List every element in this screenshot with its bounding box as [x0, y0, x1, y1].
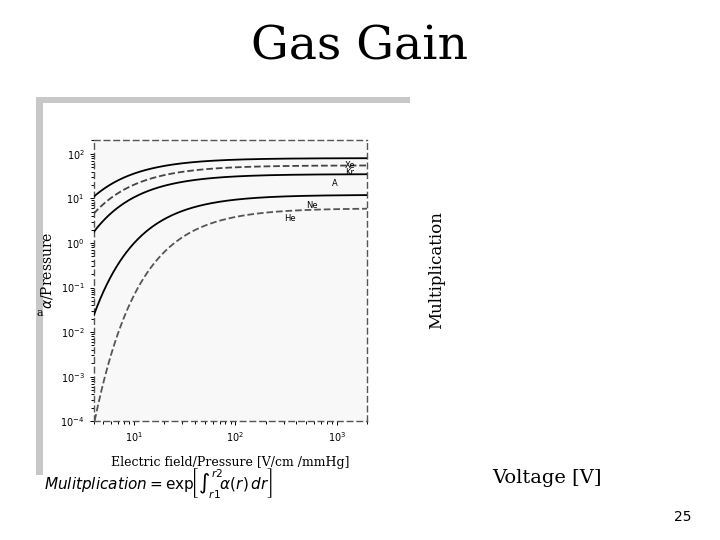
Text: 25: 25: [674, 510, 691, 524]
Text: $\alpha$/Pressure: $\alpha$/Pressure: [39, 231, 55, 309]
Text: Voltage [V]: Voltage [V]: [492, 469, 602, 487]
Text: He: He: [284, 214, 295, 223]
FancyBboxPatch shape: [43, 103, 418, 481]
Text: a: a: [36, 308, 43, 318]
Text: A: A: [332, 179, 338, 187]
Text: $\mathit{Mulitplication} = \mathrm{exp}\!\left[\int_{r1}^{r2}\!\alpha(r)\,dr\rig: $\mathit{Mulitplication} = \mathrm{exp}\…: [44, 467, 273, 500]
Text: Multiplication: Multiplication: [428, 211, 446, 329]
Text: Kr: Kr: [345, 168, 354, 177]
Text: Xe: Xe: [345, 161, 356, 170]
FancyBboxPatch shape: [36, 97, 410, 475]
Text: Ne: Ne: [306, 201, 318, 210]
Text: Gas Gain: Gas Gain: [251, 24, 469, 70]
Text: Electric field/Pressure [V/cm /mmHg]: Electric field/Pressure [V/cm /mmHg]: [111, 456, 350, 469]
